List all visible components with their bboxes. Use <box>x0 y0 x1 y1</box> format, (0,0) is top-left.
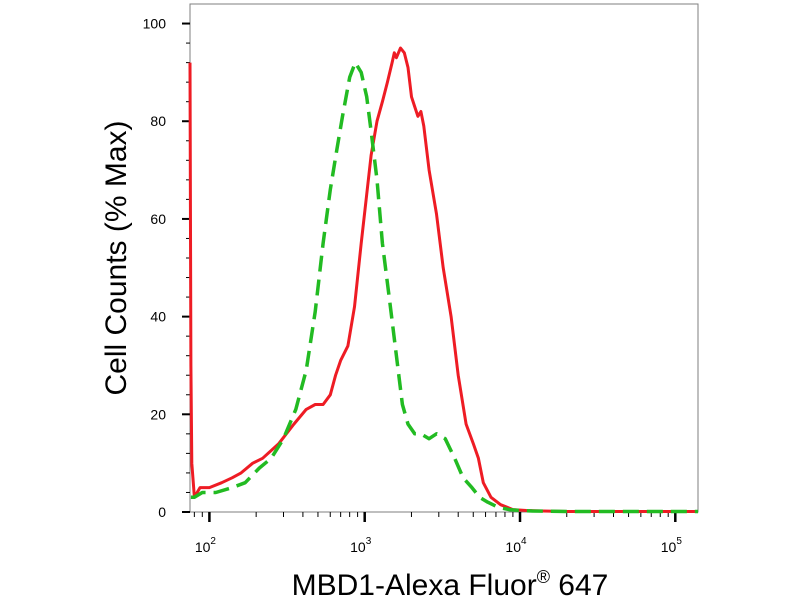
x-axis-title-main: MBD1-Alexa Fluor <box>292 569 537 600</box>
series-layer <box>188 46 698 514</box>
x-axis-title: MBD1-Alexa Fluor® 647 <box>292 567 609 600</box>
x-tick-label: 105 <box>661 536 683 555</box>
x-tick-label-base: 10 <box>505 539 521 555</box>
x-tick-label-exponent: 2 <box>210 536 216 547</box>
x-tick-label-exponent: 3 <box>366 536 372 547</box>
y-axis: 0 20 40 60 80 100 <box>143 4 191 520</box>
x-tick-label-exponent: 5 <box>676 536 682 547</box>
series-line-solid-red <box>188 46 698 513</box>
x-tick-label: 103 <box>350 536 372 555</box>
x-axis: 102 103 104 105 <box>190 511 698 555</box>
y-tick-label: 20 <box>150 406 166 422</box>
y-tick-label: 0 <box>158 504 166 520</box>
x-tick-label: 102 <box>195 536 217 555</box>
x-tick-label-base: 10 <box>195 539 211 555</box>
x-tick-label-base: 10 <box>661 539 677 555</box>
y-tick-label: 80 <box>150 113 166 129</box>
y-tick-label: 40 <box>150 309 166 325</box>
x-axis-title-tail: 647 <box>550 569 608 600</box>
x-axis-title-registered-mark: ® <box>537 567 550 587</box>
x-tick-label-base: 10 <box>350 539 366 555</box>
x-tick-label-exponent: 4 <box>521 536 527 547</box>
y-tick-label: 100 <box>143 16 167 32</box>
plot-frame <box>189 3 699 513</box>
series-line-dashed-green <box>190 60 698 514</box>
x-tick-label: 104 <box>505 536 527 555</box>
y-tick-label: 60 <box>150 211 166 227</box>
y-axis-title: Cell Counts (% Max) <box>100 120 133 395</box>
